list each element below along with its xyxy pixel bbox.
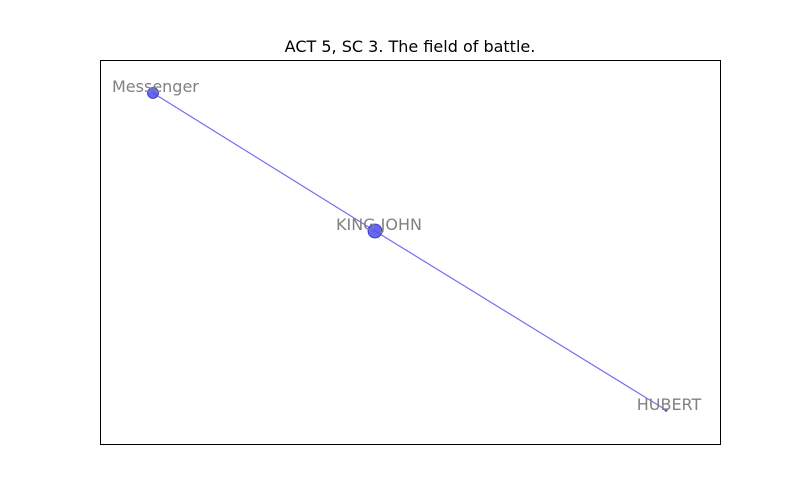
plot-frame bbox=[100, 60, 721, 445]
edge-messenger-king-john bbox=[152, 92, 376, 232]
node-hubert bbox=[664, 408, 668, 412]
node-messenger bbox=[147, 87, 159, 99]
node-label-king-john: KING JOHN bbox=[336, 215, 422, 234]
edge-king-john-hubert bbox=[374, 230, 667, 411]
node-label-messenger: Messenger bbox=[112, 77, 199, 96]
node-label-hubert: HUBERT bbox=[637, 395, 702, 414]
chart-title: ACT 5, SC 3. The field of battle. bbox=[285, 37, 536, 56]
nodes-layer bbox=[147, 87, 668, 412]
edges-layer bbox=[152, 92, 667, 411]
labels-layer: Messenger KING JOHN HUBERT bbox=[112, 77, 702, 414]
node-king-john bbox=[367, 223, 383, 239]
